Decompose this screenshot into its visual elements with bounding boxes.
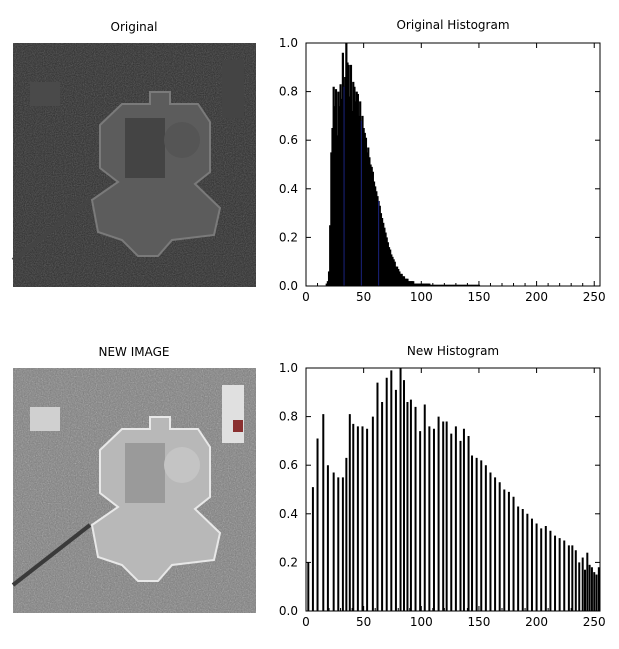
new-histogram: New Histogram 0 50 100 150 200 250 0.00.20.40… (279, 344, 606, 629)
original-image-panel: Original (11, 20, 256, 287)
y-tick-label: 0.4 (279, 182, 298, 196)
new-aerial-image (11, 368, 256, 613)
original-aerial-image (11, 43, 256, 287)
y-tick-label: 1.0 (279, 36, 298, 50)
x-tick-label: 50 (356, 615, 371, 629)
x-tick-label: 50 (356, 290, 371, 304)
y-tick-label: 1.0 (279, 361, 298, 375)
y-tick-label: 0.0 (279, 604, 298, 618)
y-tick-label: 0.2 (279, 230, 298, 244)
bar-series (307, 368, 600, 611)
x-tick-label: 150 (467, 290, 490, 304)
x-tick-label: 0 (302, 615, 310, 629)
y-tick-label: 0.8 (279, 410, 298, 424)
original-histogram: Original Histogram 0 50 100 150 200 250 0.00.… (279, 18, 606, 304)
y-axis-ticks: 0.0 0.2 0.4 0.6 0.8 1.0 (279, 361, 600, 618)
x-tick-label: 0 (302, 290, 310, 304)
x-tick-label: 150 (467, 615, 490, 629)
x-axis-ticks: 0 50 100 150 200 250 (302, 368, 606, 629)
original-image-title: Original (111, 20, 158, 34)
chart-title: Original Histogram (396, 18, 509, 32)
new-image-panel: NEW IMAGE (11, 345, 256, 613)
plot-frame (305, 367, 601, 612)
y-tick-label: 0.0 (279, 279, 298, 293)
plot-frame (305, 42, 601, 287)
x-tick-label: 250 (583, 290, 606, 304)
x-tick-label: 200 (525, 615, 548, 629)
x-tick-label: 250 (583, 615, 606, 629)
x-tick-label: 100 (410, 290, 433, 304)
y-tick-label: 0.6 (279, 133, 298, 147)
y-tick-label: 0.8 (279, 85, 298, 99)
y-tick-label: 0.6 (279, 458, 298, 472)
bar-series (325, 43, 481, 286)
y-tick-label: 0.2 (279, 555, 298, 569)
chart-title: New Histogram (407, 344, 499, 358)
x-tick-label: 100 (410, 615, 433, 629)
y-tick-label: 0.4 (279, 507, 298, 521)
x-axis-ticks: 0 50 100 150 200 250 (302, 43, 606, 304)
new-image-title: NEW IMAGE (98, 345, 169, 359)
y-axis-ticks: 0.0 0.2 0.4 0.6 0.8 1.0 (279, 36, 600, 293)
x-tick-label: 200 (525, 290, 548, 304)
